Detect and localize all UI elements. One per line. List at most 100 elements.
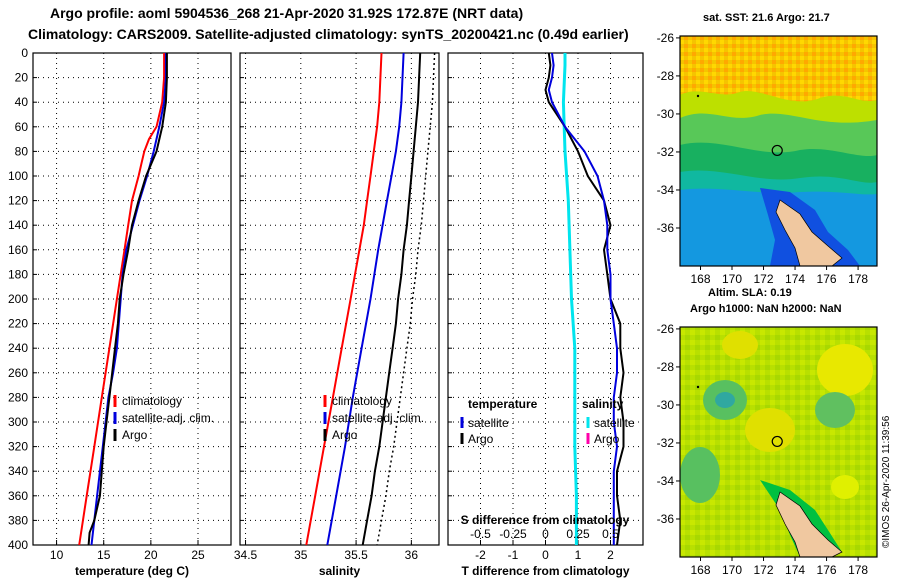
map-lon-label: 174 — [785, 272, 805, 286]
secondary-x-tick-label: -0.25 — [499, 527, 527, 541]
y-tick-label: 0 — [21, 46, 28, 60]
map-lon-label: 178 — [848, 563, 868, 577]
map-lat-label: -30 — [657, 398, 675, 412]
map-lat-label: -28 — [657, 360, 675, 374]
y-tick-label: 40 — [15, 95, 29, 109]
y-tick-label: 240 — [8, 341, 28, 355]
x-axis-label: salinity — [319, 564, 361, 578]
y-tick-label: 300 — [8, 415, 28, 429]
legend-label: Argo — [122, 428, 148, 442]
argo-position-marker — [771, 435, 783, 448]
x-tick-label: 15 — [97, 548, 111, 562]
legend-label: climatology — [122, 394, 182, 408]
legend-label: Argo — [468, 432, 494, 446]
x-tick-label: 1 — [575, 548, 582, 562]
y-tick-label: 260 — [8, 366, 28, 380]
chart-title-line1: Argo profile: aoml 5904536_268 21-Apr-20… — [50, 5, 524, 21]
x-tick-label: 36 — [405, 548, 419, 562]
y-tick-label: 160 — [8, 243, 28, 257]
sla-map: -26 -28 -30 -32 -34 -36 168 170 172 174 176 178 — [657, 322, 878, 577]
map-lon-label: 168 — [690, 563, 710, 577]
x-tick-label: 20 — [144, 548, 158, 562]
x-tick-label: 25 — [191, 548, 205, 562]
map-lon-label: 174 — [785, 563, 805, 577]
x-tick-label: 35 — [294, 548, 308, 562]
series-argo-s-diff — [544, 52, 625, 546]
map-frame — [679, 35, 878, 267]
legend-header-salinity: salinity — [582, 397, 624, 411]
map-lon-label: 170 — [722, 272, 742, 286]
x-tick-label: 34.5 — [234, 548, 258, 562]
island-marker — [696, 385, 700, 389]
difference-panel: -2 -1 0 1 2 T difference from climatology temp… — [447, 52, 644, 578]
series-climatology — [305, 52, 383, 546]
secondary-x-tick-label: 0.5 — [602, 527, 619, 541]
map-lat-label: -30 — [657, 107, 675, 121]
map-lon-label: 176 — [817, 563, 837, 577]
map-lat-label: -34 — [657, 474, 675, 488]
legend-header-temperature: temperature — [468, 397, 538, 411]
series-satellite-s-diff — [547, 52, 619, 545]
map-lat-label: -34 — [657, 183, 675, 197]
map-lat-label: -36 — [657, 512, 675, 526]
map-lon-label: 172 — [754, 272, 774, 286]
map-lon-label: 178 — [848, 272, 868, 286]
map-lat-label: -28 — [657, 69, 675, 83]
plot-frame — [239, 52, 440, 546]
y-tick-label: 20 — [15, 71, 29, 85]
y-tick-label: 80 — [15, 144, 29, 158]
map-lon-label: 170 — [722, 563, 742, 577]
secondary-x-tick-label: -0.5 — [470, 527, 491, 541]
series-satellite-t-diff — [561, 53, 578, 545]
legend-label: satellite — [468, 416, 509, 430]
sla-map-title-1: Altim. SLA: 0.19 — [708, 287, 792, 299]
x-tick-label: -2 — [475, 548, 486, 562]
map-lon-label: 172 — [754, 563, 774, 577]
island-marker — [696, 94, 700, 98]
series-argo — [361, 52, 422, 546]
series-argo — [87, 53, 168, 546]
y-tick-label: 180 — [8, 267, 28, 281]
legend-label: satellite — [594, 416, 635, 430]
sst-map: -26 -28 -30 -32 -34 -36 168 170 172 174 176 178 — [657, 31, 878, 286]
map-lon-label: 168 — [690, 272, 710, 286]
x-tick-label: 0 — [542, 548, 549, 562]
y-tick-label: 280 — [8, 390, 28, 404]
y-tick-label: 320 — [8, 440, 28, 454]
secondary-axis-label: S difference from climatology — [461, 513, 630, 527]
plot-frame — [32, 52, 232, 546]
x-tick-label: 35.5 — [344, 548, 368, 562]
sla-map-title-2: Argo h1000: NaN h2000: NaN — [690, 303, 842, 315]
secondary-x-tick-label: 0.25 — [566, 527, 590, 541]
map-frame — [679, 326, 878, 558]
x-tick-label: 10 — [50, 548, 64, 562]
y-tick-label: 140 — [8, 218, 28, 232]
legend-label: satellite-adj. clim. — [332, 411, 424, 425]
legend-label: Argo — [332, 428, 358, 442]
chart-title-line2: Climatology: CARS2009. Satellite-adjuste… — [28, 26, 629, 42]
map-lat-label: -32 — [657, 145, 675, 159]
y-tick-label: 400 — [8, 538, 28, 552]
y-tick-label: 120 — [8, 194, 28, 208]
map-lat-label: -26 — [657, 322, 675, 336]
sst-map-title: sat. SST: 21.6 Argo: 21.7 — [703, 12, 830, 24]
x-axis-label: T difference from climatology — [461, 564, 629, 578]
map-lon-label: 176 — [817, 272, 837, 286]
y-tick-label: 60 — [15, 120, 29, 134]
legend-label: Argo — [594, 432, 620, 446]
series-satellite-adj-clim- — [326, 52, 405, 546]
series-climatology — [78, 53, 166, 546]
map-lat-label: -32 — [657, 436, 675, 450]
salinity-panel: 34.5 35 35.5 36 salinity climatology satellite… — [234, 52, 440, 578]
y-tick-label: 220 — [8, 317, 28, 331]
y-tick-label: 340 — [8, 464, 28, 478]
map-lat-label: -26 — [657, 31, 675, 45]
legend-label: satellite-adj. clim. — [122, 411, 214, 425]
y-tick-label: 100 — [8, 169, 28, 183]
y-tick-label: 200 — [8, 292, 28, 306]
argo-position-marker — [771, 144, 783, 157]
map-lat-label: -36 — [657, 221, 675, 235]
secondary-x-tick-label: 0 — [542, 527, 549, 541]
